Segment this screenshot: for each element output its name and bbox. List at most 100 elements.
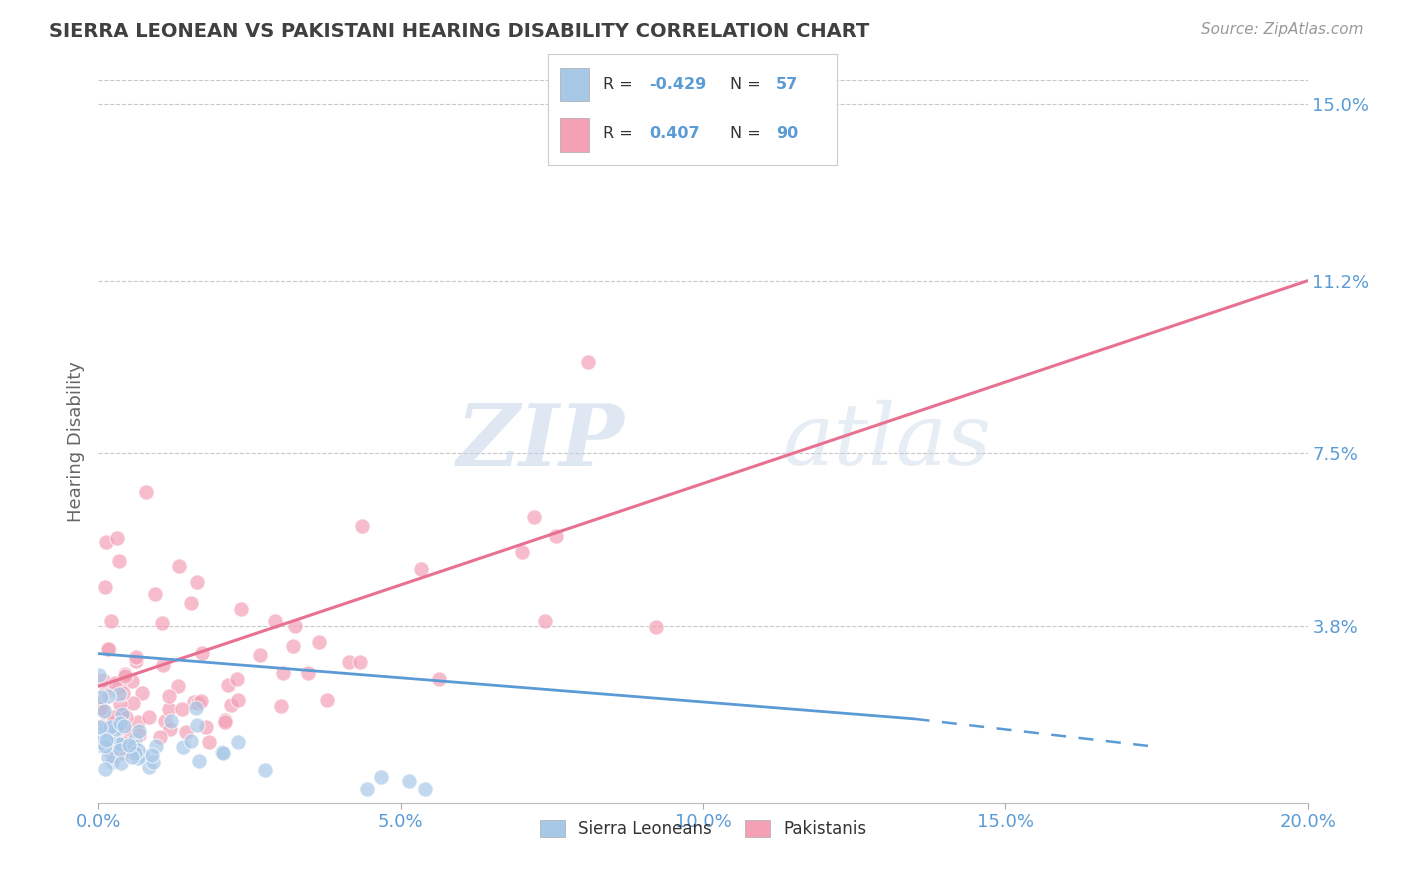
Point	[90, 736, 112, 750]
Point	[128, 728, 150, 742]
Point	[110, 746, 132, 760]
Point	[167, 679, 190, 693]
Point	[103, 740, 125, 755]
Point	[271, 666, 294, 681]
Point	[150, 615, 173, 630]
Point	[115, 723, 138, 738]
Point	[523, 509, 546, 524]
Text: R =: R =	[603, 78, 638, 92]
Point	[94, 762, 117, 776]
Point	[114, 668, 136, 682]
Point	[108, 743, 131, 757]
Text: N =: N =	[730, 127, 766, 141]
Point	[121, 673, 143, 688]
Point	[100, 614, 122, 628]
Point	[138, 710, 160, 724]
Point	[270, 698, 292, 713]
Point	[108, 716, 131, 731]
Point	[411, 562, 433, 576]
Point	[157, 702, 180, 716]
Point	[121, 744, 143, 758]
Point	[221, 698, 243, 713]
Point	[127, 751, 149, 765]
Point	[89, 720, 111, 734]
Point	[141, 747, 163, 762]
Point	[284, 618, 307, 632]
Point	[125, 654, 148, 668]
Point	[124, 727, 146, 741]
Point	[89, 668, 111, 682]
Point	[413, 781, 436, 796]
Point	[191, 646, 214, 660]
Point	[576, 355, 599, 369]
Point	[110, 756, 132, 770]
Point	[91, 726, 114, 740]
Point	[337, 655, 360, 669]
Point	[264, 614, 287, 628]
Point	[93, 673, 115, 688]
Point	[105, 722, 128, 736]
Point	[225, 672, 247, 686]
Point	[101, 733, 124, 747]
Point	[94, 739, 117, 753]
Point	[96, 731, 118, 746]
Point	[128, 723, 150, 738]
Point	[510, 545, 533, 559]
Point	[544, 529, 567, 543]
Text: N =: N =	[730, 78, 766, 92]
Point	[174, 725, 197, 739]
Point	[111, 707, 134, 722]
Point	[107, 722, 129, 736]
Point	[370, 770, 392, 784]
Point	[104, 748, 127, 763]
Point	[160, 714, 183, 728]
Point	[97, 642, 120, 657]
Point	[198, 735, 221, 749]
Point	[91, 695, 114, 709]
Point	[112, 736, 135, 750]
Text: 57: 57	[776, 78, 799, 92]
Point	[149, 730, 172, 744]
Point	[308, 635, 330, 649]
Text: 0.407: 0.407	[650, 127, 700, 141]
Point	[186, 718, 208, 732]
Point	[107, 679, 129, 693]
Point	[121, 750, 143, 764]
Point	[101, 715, 124, 730]
Point	[186, 574, 208, 589]
Point	[111, 686, 134, 700]
Point	[97, 750, 120, 764]
Point	[249, 648, 271, 662]
Point	[112, 719, 135, 733]
Text: Source: ZipAtlas.com: Source: ZipAtlas.com	[1201, 22, 1364, 37]
Text: ZIP: ZIP	[457, 400, 624, 483]
Point	[167, 559, 190, 574]
Point	[115, 710, 138, 724]
Point	[110, 705, 132, 719]
Point	[105, 735, 128, 749]
Point	[214, 714, 236, 729]
Point	[105, 532, 128, 546]
Point	[152, 658, 174, 673]
Point	[122, 739, 145, 754]
Point	[159, 689, 181, 703]
Point	[127, 715, 149, 730]
Point	[100, 744, 122, 758]
Point	[93, 718, 115, 732]
Point	[217, 678, 239, 692]
Point	[118, 738, 141, 752]
Point	[98, 720, 121, 734]
Point	[281, 639, 304, 653]
Point	[94, 737, 117, 751]
Point	[211, 745, 233, 759]
Point	[94, 704, 117, 718]
Point	[94, 580, 117, 594]
Point	[398, 774, 420, 789]
Point	[170, 702, 193, 716]
Point	[186, 696, 208, 710]
Point	[356, 781, 378, 796]
Point	[297, 665, 319, 680]
Text: SIERRA LEONEAN VS PAKISTANI HEARING DISABILITY CORRELATION CHART: SIERRA LEONEAN VS PAKISTANI HEARING DISA…	[49, 22, 869, 41]
Point	[183, 695, 205, 709]
Point	[96, 722, 118, 736]
